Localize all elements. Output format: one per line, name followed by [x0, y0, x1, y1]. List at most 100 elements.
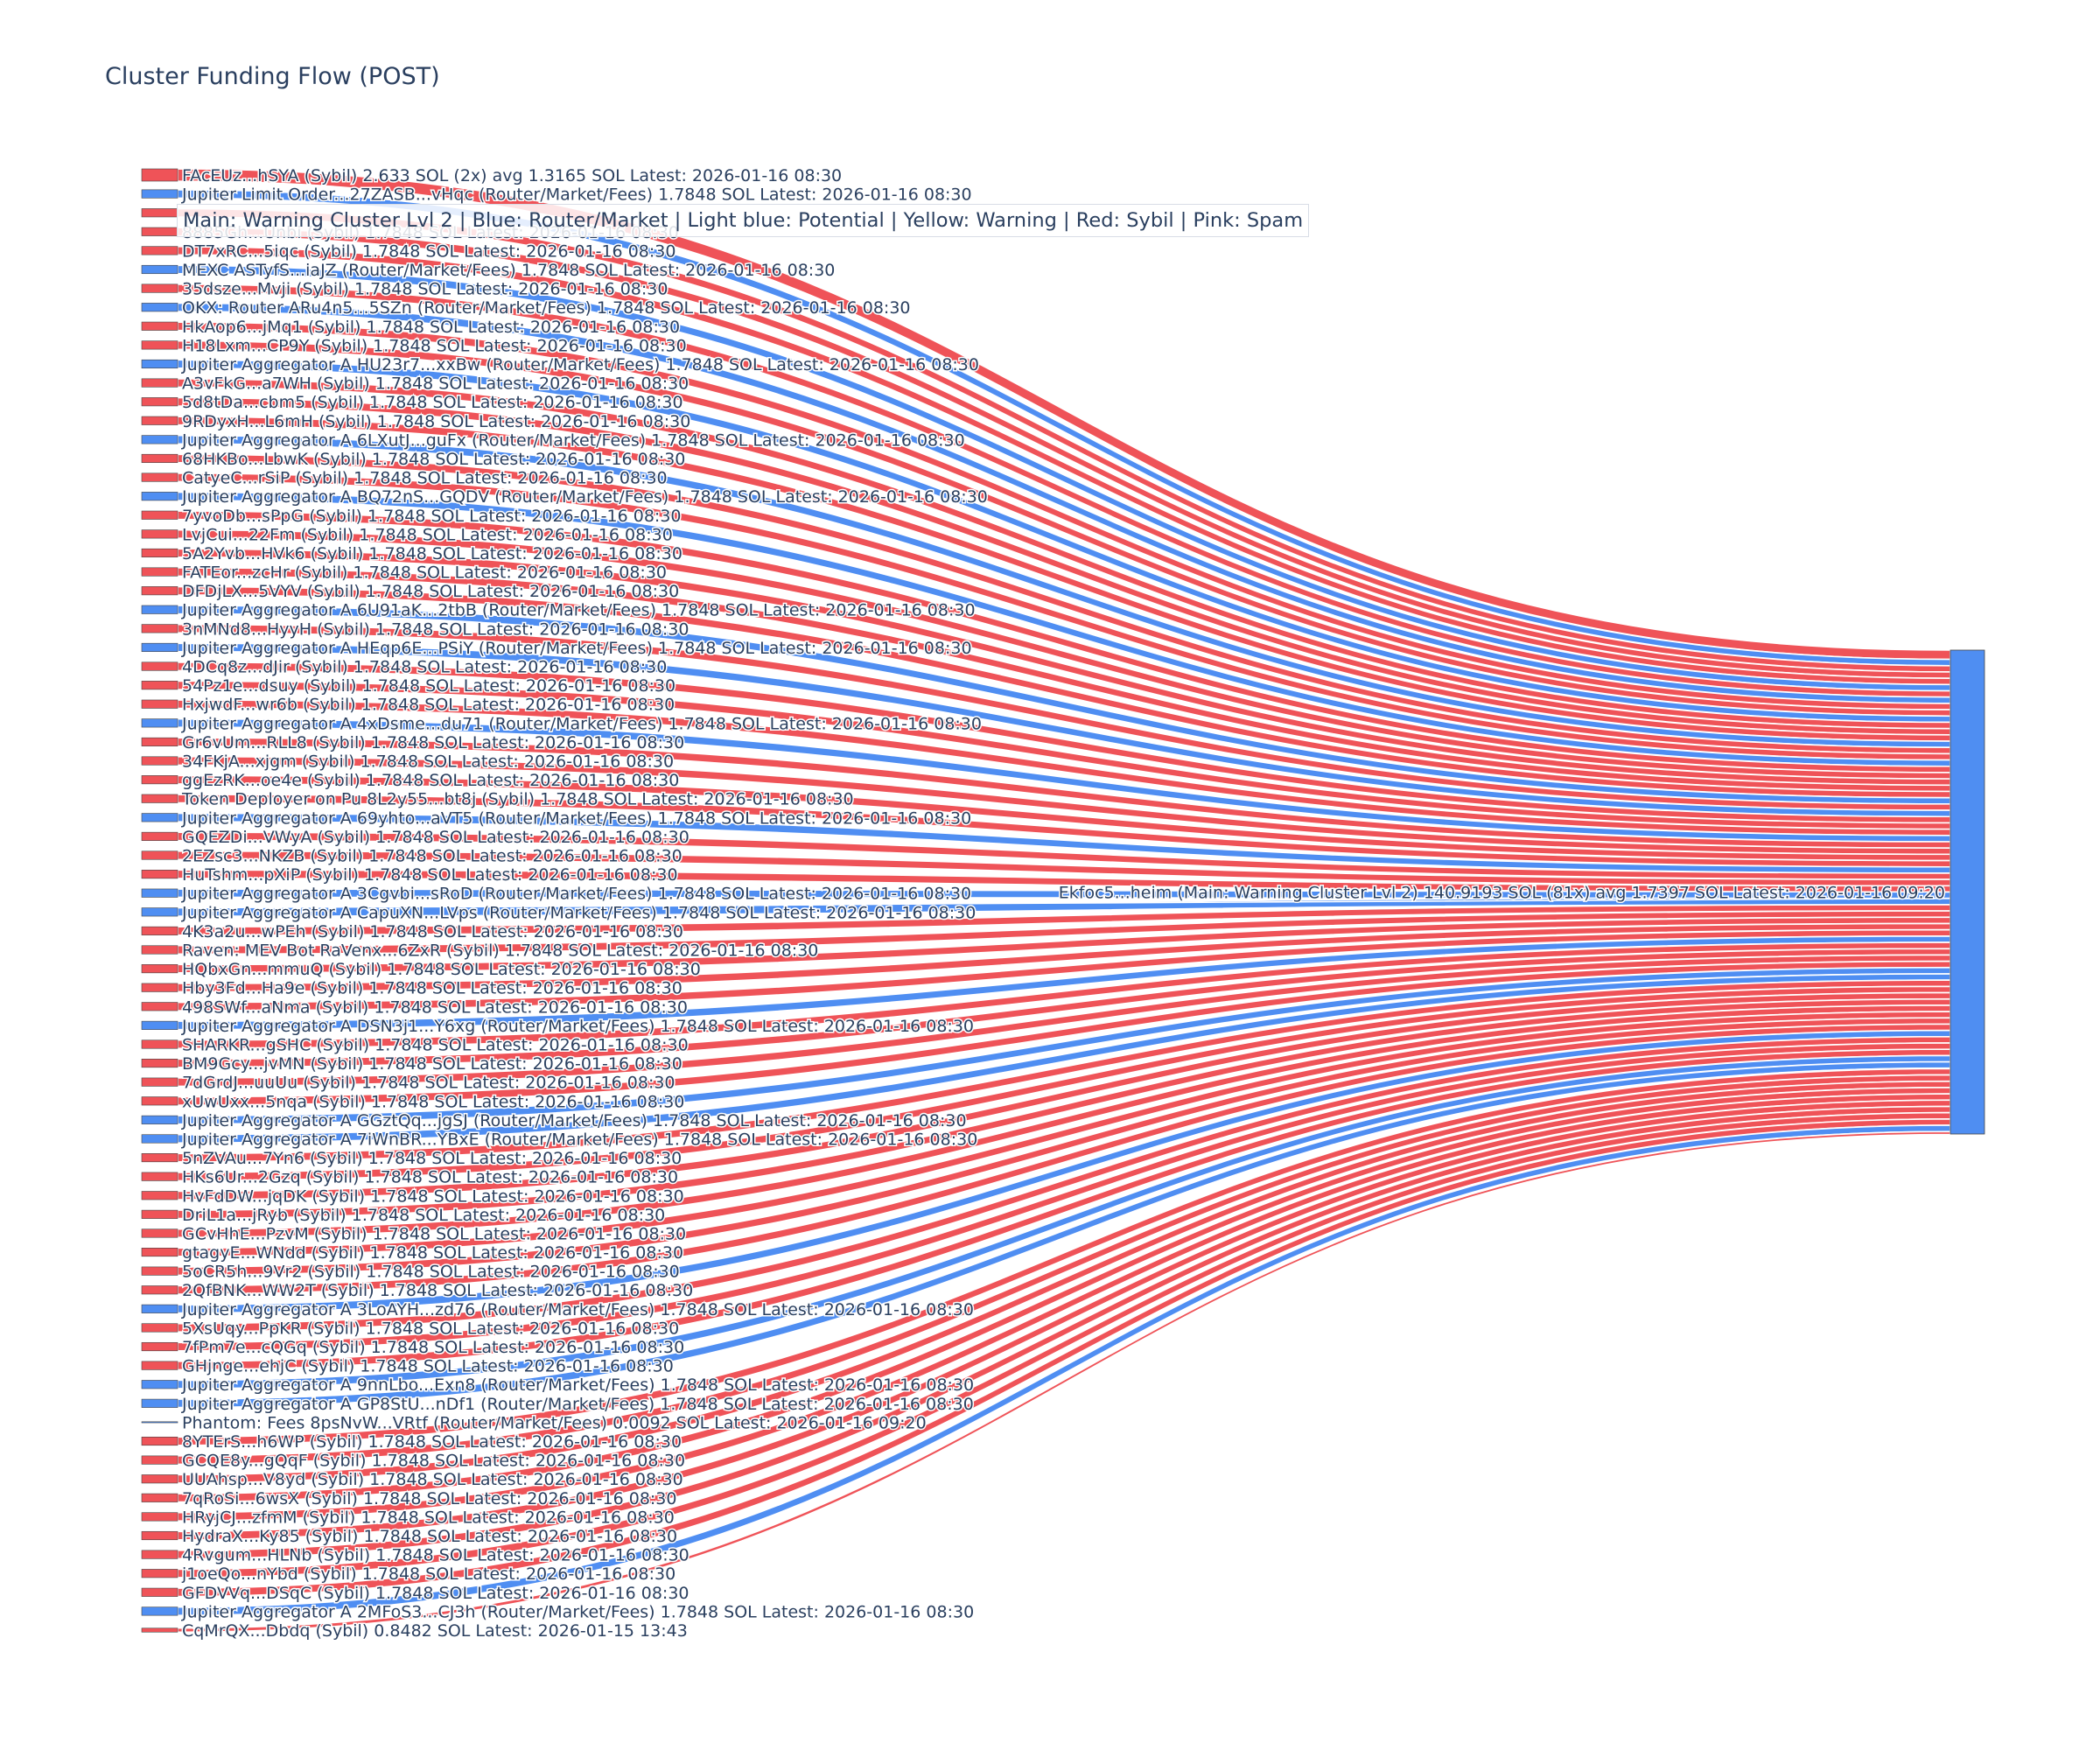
- source-node[interactable]: [141, 775, 178, 785]
- source-node[interactable]: [141, 794, 178, 803]
- source-node[interactable]: [141, 1266, 178, 1276]
- source-node[interactable]: [141, 284, 178, 293]
- source-node[interactable]: [141, 1341, 178, 1352]
- source-node[interactable]: [141, 699, 178, 709]
- source-label: OKX: Router ARu4n5...5SZn (Router/Market…: [182, 298, 911, 318]
- source-node[interactable]: [141, 416, 178, 425]
- source-node[interactable]: [141, 1530, 178, 1541]
- source-node[interactable]: [141, 756, 178, 766]
- source-node[interactable]: [141, 1115, 178, 1124]
- source-node[interactable]: [141, 1153, 178, 1163]
- source-node[interactable]: [141, 1569, 178, 1578]
- source-label: H18Lxm...CP9Y (Sybil) 1.7848 SOL Latest:…: [182, 336, 687, 355]
- source-node[interactable]: [141, 1493, 178, 1502]
- source-node[interactable]: [141, 168, 178, 182]
- source-node[interactable]: [141, 510, 178, 520]
- source-node[interactable]: [141, 1380, 178, 1390]
- source-node[interactable]: [141, 1436, 178, 1446]
- source-node[interactable]: [141, 567, 178, 577]
- source-label: DFDjLX...5VYV (Sybil) 1.7848 SOL Latest:…: [182, 582, 679, 601]
- source-node[interactable]: [141, 1606, 178, 1616]
- source-node[interactable]: [141, 605, 178, 614]
- source-node[interactable]: [141, 813, 178, 822]
- source-node[interactable]: [141, 926, 178, 935]
- source-node[interactable]: [141, 321, 178, 331]
- source-label: UUAhsp...V8yd (Sybil) 1.7848 SOL Latest:…: [182, 1470, 683, 1489]
- legend-note: Main: Warning Cluster Lvl 2 | Blue: Rout…: [177, 204, 1310, 237]
- source-node[interactable]: [141, 907, 178, 917]
- source-node[interactable]: [141, 378, 178, 388]
- source-label: 2QfBNK...WW2T (Sybil) 1.7848 SOL Latest:…: [182, 1281, 693, 1300]
- source-node[interactable]: [141, 681, 178, 690]
- target-node[interactable]: [1950, 649, 1985, 1135]
- source-node[interactable]: [141, 1421, 178, 1424]
- source-node[interactable]: [141, 1285, 178, 1295]
- source-label: GCvHhE...PzvM (Sybil) 1.7848 SOL Latest:…: [182, 1224, 686, 1243]
- source-node[interactable]: [141, 1002, 178, 1012]
- source-node[interactable]: [141, 472, 178, 482]
- source-node[interactable]: [141, 870, 178, 879]
- source-node[interactable]: [141, 1455, 178, 1465]
- source-node[interactable]: [141, 1209, 178, 1219]
- source-node[interactable]: [141, 737, 178, 746]
- source-node[interactable]: [141, 1077, 178, 1087]
- source-node[interactable]: [141, 1361, 178, 1370]
- source-node[interactable]: [141, 1134, 178, 1144]
- source-label: 4Rvgum...HLNb (Sybil) 1.7848 SOL Latest:…: [182, 1546, 690, 1565]
- source-node[interactable]: [141, 435, 178, 444]
- source-label: LvjCui...22Fm (Sybil) 1.7848 SOL Latest:…: [182, 525, 673, 544]
- source-label: Jupiter Aggregator A 3LoAYH...zd76 (Rout…: [181, 1300, 974, 1320]
- source-node[interactable]: [141, 1059, 178, 1068]
- source-node[interactable]: [141, 1323, 178, 1333]
- source-node[interactable]: [141, 1228, 178, 1238]
- source-node[interactable]: [141, 1020, 178, 1030]
- source-node[interactable]: [141, 1550, 178, 1559]
- source-node[interactable]: [141, 1512, 178, 1522]
- source-node[interactable]: [141, 831, 178, 841]
- source-node[interactable]: [141, 1096, 178, 1106]
- source-node[interactable]: [141, 1474, 178, 1484]
- source-label: MEXC ASTyfS...iaJZ (Router/Market/Fees) …: [182, 261, 835, 280]
- source-node[interactable]: [141, 492, 178, 501]
- source-node[interactable]: [141, 945, 178, 955]
- source-node[interactable]: [141, 586, 178, 596]
- source-label: 34FKjA...xjgm (Sybil) 1.7848 SOL Latest:…: [182, 752, 674, 772]
- source-node[interactable]: [141, 303, 178, 312]
- source-node[interactable]: [141, 1191, 178, 1200]
- source-node[interactable]: [141, 642, 178, 652]
- source-node[interactable]: [141, 624, 178, 634]
- source-node[interactable]: [141, 453, 178, 464]
- source-node[interactable]: [141, 983, 178, 992]
- source-label: 7yvoDb...sPpG (Sybil) 1.7848 SOL Latest:…: [182, 507, 682, 526]
- source-label: Gr6vUm...RLL8 (Sybil) 1.7848 SOL Latest:…: [182, 733, 684, 752]
- source-label: Jupiter Aggregator A HU23r7...xxBw (Rout…: [181, 355, 979, 374]
- source-node[interactable]: [141, 340, 178, 350]
- source-node[interactable]: [141, 718, 178, 728]
- source-node[interactable]: [141, 1628, 178, 1633]
- source-label: Hby3Fd...Ha9e (Sybil) 1.7848 SOL Latest:…: [182, 979, 682, 998]
- source-label: FAcEUz...hSYA (Sybil) 2.633 SOL (2x) avg…: [182, 166, 842, 186]
- source-node[interactable]: [141, 964, 178, 974]
- source-node[interactable]: [141, 1587, 178, 1597]
- source-node[interactable]: [141, 1172, 178, 1181]
- source-node[interactable]: [141, 189, 178, 199]
- source-node[interactable]: [141, 208, 178, 218]
- source-label: 5nZVAu...7Yn6 (Sybil) 1.7848 SOL Latest:…: [182, 1149, 682, 1168]
- source-node[interactable]: [141, 359, 178, 369]
- source-node[interactable]: [141, 850, 178, 860]
- source-node[interactable]: [141, 397, 178, 407]
- source-node[interactable]: [141, 529, 178, 539]
- source-node[interactable]: [141, 1248, 178, 1257]
- source-node[interactable]: [141, 1304, 178, 1313]
- source-node[interactable]: [141, 662, 178, 671]
- source-node[interactable]: [141, 1040, 178, 1049]
- source-node[interactable]: [141, 227, 178, 236]
- source-node[interactable]: [141, 888, 178, 898]
- source-label: 7qRoSi...6wsX (Sybil) 1.7848 SOL Latest:…: [182, 1489, 676, 1508]
- source-node[interactable]: [141, 246, 178, 256]
- source-node[interactable]: [141, 1398, 178, 1408]
- source-label: Jupiter Aggregator A 69yhto...aVT5 (Rout…: [181, 808, 971, 828]
- source-node[interactable]: [141, 264, 178, 275]
- source-node[interactable]: [141, 548, 178, 557]
